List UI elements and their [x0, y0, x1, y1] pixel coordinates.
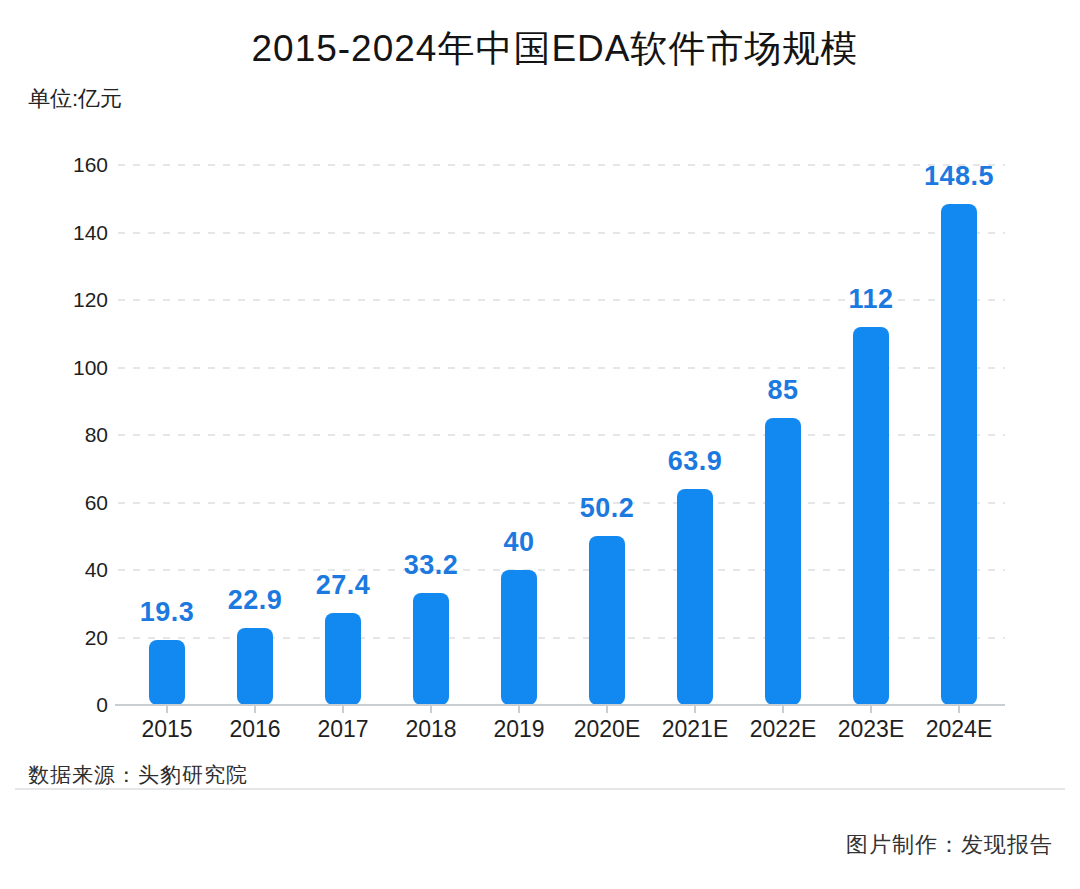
y-axis-label-80: 80 — [48, 424, 108, 446]
y-axis-label-120: 120 — [48, 289, 108, 311]
bar-2020E — [589, 536, 625, 705]
x-axis-label-2021E: 2021E — [651, 716, 739, 743]
x-axis-label-2018: 2018 — [387, 716, 475, 743]
x-axis-tick-2019 — [518, 706, 520, 713]
x-axis-label-2019: 2019 — [475, 716, 563, 743]
x-axis-label-2020E: 2020E — [563, 716, 651, 743]
x-axis-tick-2016 — [254, 706, 256, 713]
bar-value-label-2020E: 50.2 — [547, 495, 667, 522]
gridline-140 — [118, 232, 1005, 234]
x-axis-tick-2021E — [694, 706, 696, 713]
bar-2023E — [853, 327, 889, 705]
x-axis-label-2016: 2016 — [211, 716, 299, 743]
bar-value-label-2019: 40 — [459, 529, 579, 556]
x-axis-tick-2023E — [870, 706, 872, 713]
x-axis-tick-2017 — [342, 706, 344, 713]
unit-label: 单位:亿元 — [28, 84, 122, 114]
y-axis-label-60: 60 — [48, 492, 108, 514]
y-axis-label-140: 140 — [48, 222, 108, 244]
x-axis-tick-2020E — [606, 706, 608, 713]
y-axis-label-40: 40 — [48, 559, 108, 581]
x-axis-label-2023E: 2023E — [827, 716, 915, 743]
bar-value-label-2023E: 112 — [811, 286, 931, 313]
x-axis-label-2024E: 2024E — [915, 716, 1003, 743]
bar-value-label-2021E: 63.9 — [635, 448, 755, 475]
x-axis-tick-2015 — [166, 706, 168, 713]
x-axis-tick-2018 — [430, 706, 432, 713]
gridline-160 — [118, 164, 1005, 166]
y-axis-label-0: 0 — [48, 694, 108, 716]
bar-2021E — [677, 489, 713, 705]
bar-2022E — [765, 418, 801, 705]
bar-2017 — [325, 613, 361, 705]
bar-value-label-2024E: 148.5 — [899, 163, 1019, 190]
bar-2015 — [149, 640, 185, 705]
x-axis-label-2017: 2017 — [299, 716, 387, 743]
plot-area: 19.322.927.433.24050.263.985112148.5 — [118, 165, 1005, 705]
chart-title: 2015-2024年中国EDA软件市场规模 — [0, 24, 1080, 74]
x-axis-label-2022E: 2022E — [739, 716, 827, 743]
bar-2018 — [413, 593, 449, 705]
bar-2016 — [237, 628, 273, 705]
bar-2024E — [941, 204, 977, 705]
bar-2019 — [501, 570, 537, 705]
x-axis-tick-2022E — [782, 706, 784, 713]
y-axis-label-100: 100 — [48, 357, 108, 379]
credit-note: 图片制作：发现报告 — [846, 830, 1053, 860]
data-source-note: 数据来源：头豹研究院 — [28, 761, 248, 789]
footer-divider — [15, 788, 1065, 790]
bar-value-label-2022E: 85 — [723, 377, 843, 404]
x-axis-label-2015: 2015 — [123, 716, 211, 743]
y-axis-label-20: 20 — [48, 627, 108, 649]
y-axis-label-160: 160 — [48, 154, 108, 176]
x-axis-tick-2024E — [958, 706, 960, 713]
bar-value-label-2018: 33.2 — [371, 552, 491, 579]
chart-canvas: 2015-2024年中国EDA软件市场规模 单位:亿元 19.322.927.4… — [0, 0, 1080, 889]
